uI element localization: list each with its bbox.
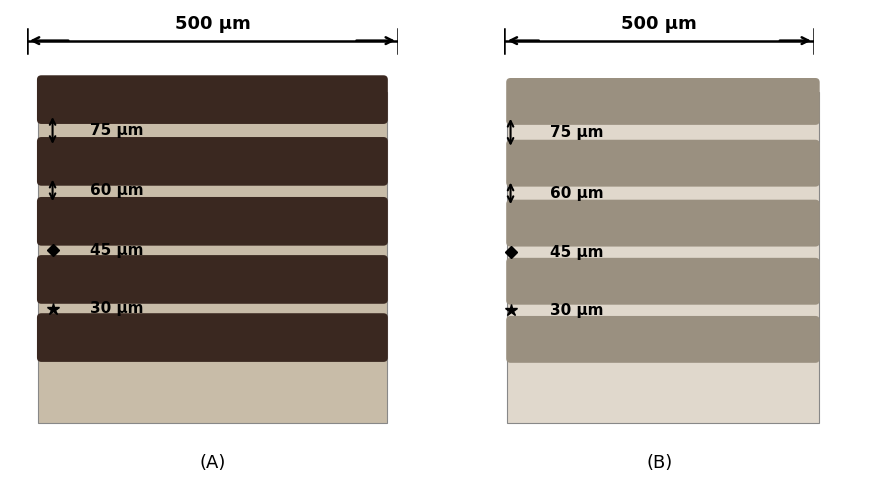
FancyBboxPatch shape [37,137,388,186]
Text: 75 μm: 75 μm [89,123,143,138]
FancyBboxPatch shape [37,75,388,124]
FancyBboxPatch shape [506,78,820,125]
FancyBboxPatch shape [506,140,820,186]
FancyBboxPatch shape [506,200,820,247]
Text: 30 μm: 30 μm [550,303,604,318]
FancyBboxPatch shape [37,255,388,304]
Text: 45 μm: 45 μm [550,245,604,260]
Text: 500 μm: 500 μm [174,15,250,33]
Text: 60 μm: 60 μm [550,186,604,201]
Text: 45 μm: 45 μm [89,242,143,258]
Text: 500 μm: 500 μm [621,15,697,33]
Text: (A): (A) [199,454,226,472]
Text: 30 μm: 30 μm [89,301,143,316]
Text: 75 μm: 75 μm [550,125,604,140]
Text: 60 μm: 60 μm [89,183,143,198]
FancyBboxPatch shape [507,92,819,423]
FancyBboxPatch shape [37,197,388,246]
FancyBboxPatch shape [506,316,820,363]
FancyBboxPatch shape [37,313,388,362]
FancyBboxPatch shape [38,92,387,423]
FancyBboxPatch shape [506,258,820,304]
Text: (B): (B) [646,454,673,472]
